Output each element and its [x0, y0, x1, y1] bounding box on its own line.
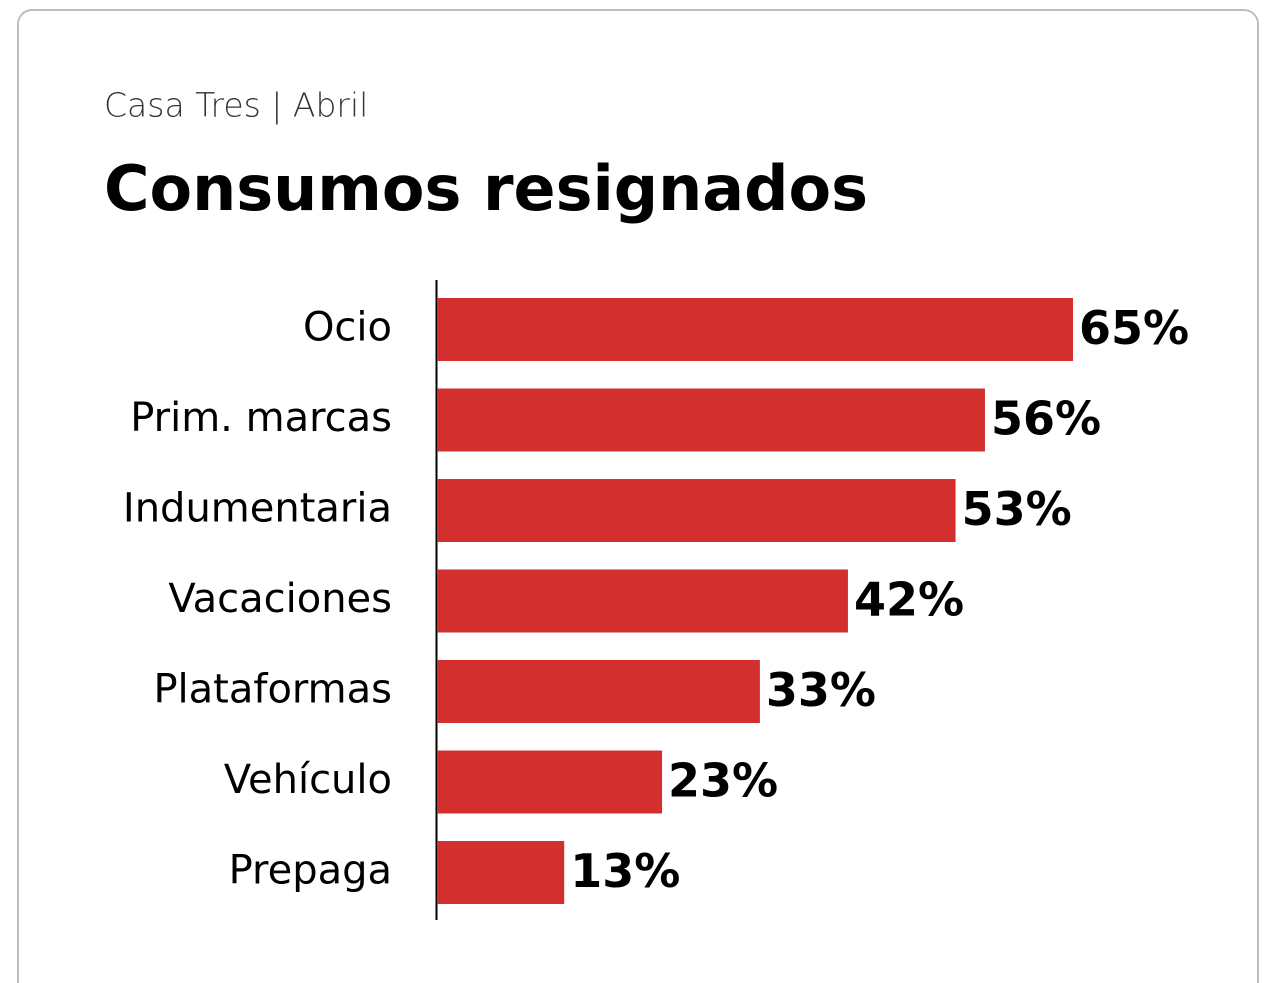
value-label: 33%	[766, 663, 876, 717]
bar	[437, 298, 1073, 361]
value-label: 42%	[854, 573, 964, 627]
bar	[437, 479, 956, 542]
value-label: 65%	[1079, 301, 1189, 355]
category-label: Prepaga	[229, 848, 392, 894]
category-label: Prim. marcas	[130, 395, 392, 441]
category-label: Ocio	[303, 305, 392, 351]
bar	[437, 388, 985, 452]
category-label: Plataformas	[153, 667, 392, 713]
bar	[437, 750, 663, 814]
category-label: Vehículo	[224, 757, 392, 803]
bar	[437, 660, 760, 723]
chart-subtitle: Casa Tres | Abril	[104, 86, 368, 125]
bar	[437, 569, 848, 633]
chart-title: Consumos resignados	[104, 152, 868, 225]
category-label: Vacaciones	[168, 576, 392, 622]
value-label: 53%	[962, 482, 1072, 536]
bar	[437, 841, 565, 904]
value-label: 23%	[668, 754, 778, 808]
category-label: Indumentaria	[123, 486, 392, 532]
value-label: 56%	[991, 392, 1101, 446]
value-label: 13%	[570, 844, 680, 898]
